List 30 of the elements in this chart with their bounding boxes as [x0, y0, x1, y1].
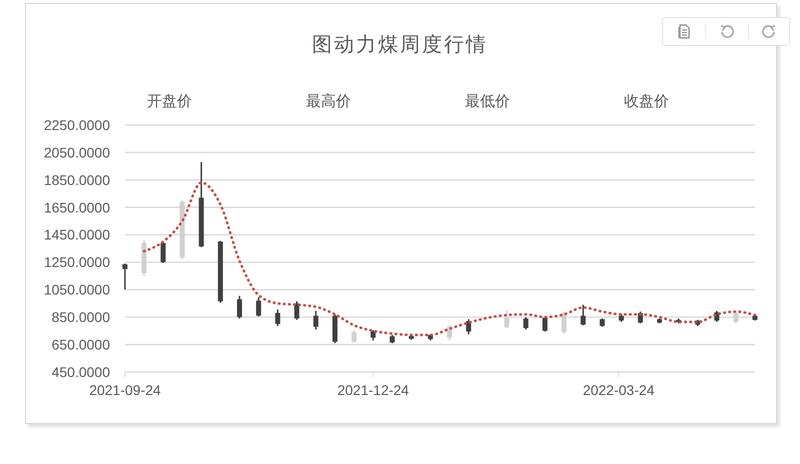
y-tick-label: 1850.0000 [44, 172, 110, 188]
y-tick-label: 450.0000 [52, 364, 110, 380]
text: 开盘价 [147, 93, 192, 110]
candlestick [370, 329, 376, 342]
text: 最高价 [306, 93, 351, 110]
candlestick [122, 262, 128, 290]
x-tick-label: 2021-09-24 [89, 382, 162, 398]
line-series [142, 181, 756, 336]
y-tick-label: 1250.0000 [44, 254, 110, 270]
y-tick-label: 1650.0000 [44, 199, 110, 216]
candlestick [160, 242, 166, 264]
text: 最低价 [465, 93, 510, 110]
candlestick [256, 296, 262, 318]
y-tick-label: 2050.0000 [44, 144, 110, 160]
candlestick [237, 295, 242, 320]
chart-title: 图动力煤周度行情 [312, 34, 488, 56]
candlestick [542, 316, 548, 332]
y-tick-label: 850.0000 [52, 309, 110, 326]
y-tick-label: 1450.0000 [44, 226, 110, 243]
candlestick [275, 308, 280, 327]
y-tick-label: 650.0000 [52, 336, 110, 353]
text: 收盘价 [624, 93, 669, 110]
candlestick [523, 316, 528, 330]
x-tick-label: 2021-12-24 [337, 382, 410, 398]
candlestick [580, 304, 586, 326]
y-tick-label: 1050.0000 [44, 282, 110, 298]
y-tick-label: 2250.0000 [44, 116, 110, 133]
x-tick-label: 2022-03-24 [582, 382, 655, 398]
candlestick [313, 310, 318, 330]
candlestick [294, 300, 300, 321]
